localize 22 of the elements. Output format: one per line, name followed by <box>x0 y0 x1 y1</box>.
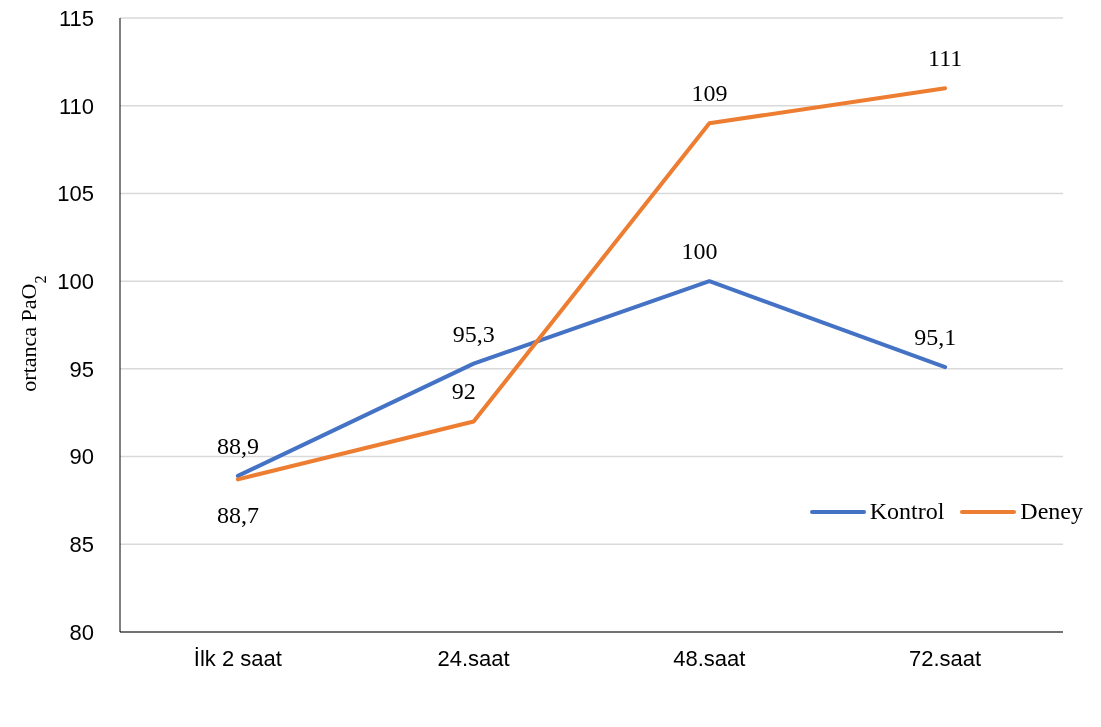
x-tick-label: 24.saat <box>437 645 510 671</box>
data-label: 88,7 <box>216 502 259 529</box>
data-label: 95,3 <box>452 320 495 347</box>
y-tick-label: 100 <box>57 268 94 294</box>
data-label: 109 <box>691 80 728 107</box>
x-tick-label: 48.saat <box>673 645 746 671</box>
y-tick-label: 110 <box>58 93 94 119</box>
y-tick-label: 115 <box>58 5 94 31</box>
x-tick-label: İlk 2 saat <box>193 645 282 671</box>
data-label: 95,1 <box>914 324 957 351</box>
x-tick-label: 72.saat <box>909 645 982 671</box>
data-label: 92 <box>451 378 476 405</box>
data-label: 111 <box>928 45 963 72</box>
y-tick-label: 80 <box>69 619 94 645</box>
y-tick-label: 105 <box>57 181 94 207</box>
legend-label: Deney <box>1019 498 1083 525</box>
data-label: 100 <box>681 238 718 265</box>
y-tick-label: 85 <box>69 532 94 558</box>
data-label: 88,9 <box>216 432 259 459</box>
legend-label: Kontrol <box>868 498 945 525</box>
y-tick-label: 90 <box>69 444 94 470</box>
y-tick-label: 95 <box>69 356 94 382</box>
